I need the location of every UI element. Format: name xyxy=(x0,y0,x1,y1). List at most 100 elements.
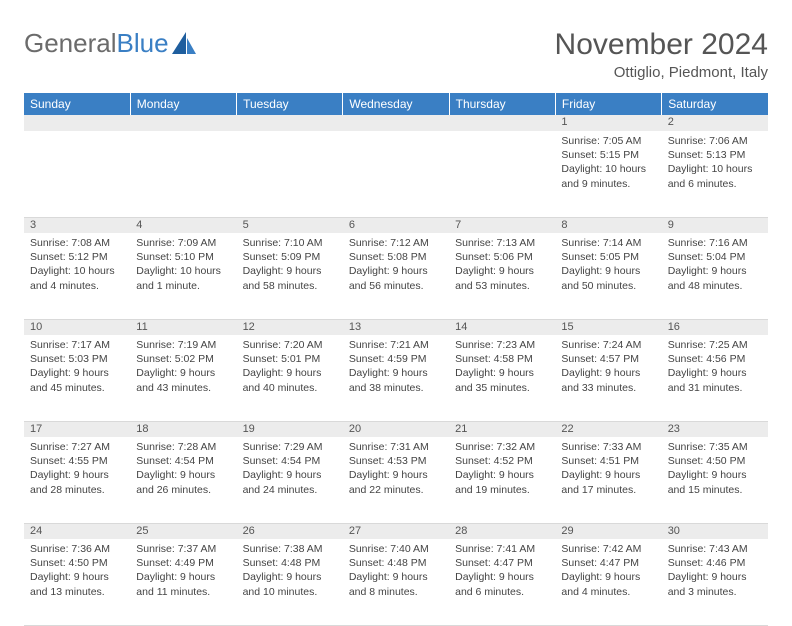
day-cell: Sunrise: 7:09 AMSunset: 5:10 PMDaylight:… xyxy=(130,233,236,319)
sunset-text: Sunset: 5:12 PM xyxy=(30,250,124,264)
day-cell: Sunrise: 7:20 AMSunset: 5:01 PMDaylight:… xyxy=(237,335,343,421)
daylight-text: Daylight: 9 hours xyxy=(668,264,762,278)
day-cell: Sunrise: 7:21 AMSunset: 4:59 PMDaylight:… xyxy=(343,335,449,421)
day-number: 30 xyxy=(662,523,768,539)
logo-sail-icon xyxy=(172,32,198,54)
day-cell-content: Sunrise: 7:37 AMSunset: 4:49 PMDaylight:… xyxy=(130,539,236,603)
day-cell: Sunrise: 7:42 AMSunset: 4:47 PMDaylight:… xyxy=(555,539,661,625)
sunrise-text: Sunrise: 7:40 AM xyxy=(349,542,443,556)
day-cell xyxy=(237,131,343,217)
daylight-text: Daylight: 9 hours xyxy=(136,468,230,482)
sunrise-text: Sunrise: 7:23 AM xyxy=(455,338,549,352)
sunrise-text: Sunrise: 7:13 AM xyxy=(455,236,549,250)
day-number: 3 xyxy=(24,217,130,233)
day-cell-content: Sunrise: 7:14 AMSunset: 5:05 PMDaylight:… xyxy=(555,233,661,297)
daylight-text: Daylight: 9 hours xyxy=(561,366,655,380)
day-cell: Sunrise: 7:43 AMSunset: 4:46 PMDaylight:… xyxy=(662,539,768,625)
day-number: 5 xyxy=(237,217,343,233)
day-number: 19 xyxy=(237,421,343,437)
daylight-text: Daylight: 9 hours xyxy=(455,366,549,380)
sunset-text: Sunset: 4:50 PM xyxy=(30,556,124,570)
day-number: 27 xyxy=(343,523,449,539)
sunset-text: Sunset: 4:47 PM xyxy=(455,556,549,570)
daylight-text: and 33 minutes. xyxy=(561,381,655,395)
sunset-text: Sunset: 4:53 PM xyxy=(349,454,443,468)
sunrise-text: Sunrise: 7:14 AM xyxy=(561,236,655,250)
day-number-row: 24252627282930 xyxy=(24,523,768,539)
sunset-text: Sunset: 4:56 PM xyxy=(668,352,762,366)
day-cell: Sunrise: 7:12 AMSunset: 5:08 PMDaylight:… xyxy=(343,233,449,319)
day-number: 2 xyxy=(662,115,768,131)
day-cell-content: Sunrise: 7:25 AMSunset: 4:56 PMDaylight:… xyxy=(662,335,768,399)
weekday-header: Sunday xyxy=(24,93,130,115)
day-cell xyxy=(449,131,555,217)
day-number: 20 xyxy=(343,421,449,437)
sunrise-text: Sunrise: 7:24 AM xyxy=(561,338,655,352)
day-number: 17 xyxy=(24,421,130,437)
day-cell-content: Sunrise: 7:42 AMSunset: 4:47 PMDaylight:… xyxy=(555,539,661,603)
day-cell: Sunrise: 7:23 AMSunset: 4:58 PMDaylight:… xyxy=(449,335,555,421)
calendar-body: 12Sunrise: 7:05 AMSunset: 5:15 PMDayligh… xyxy=(24,115,768,625)
daylight-text: and 4 minutes. xyxy=(30,279,124,293)
sunset-text: Sunset: 4:49 PM xyxy=(136,556,230,570)
day-cell-content: Sunrise: 7:21 AMSunset: 4:59 PMDaylight:… xyxy=(343,335,449,399)
daylight-text: Daylight: 9 hours xyxy=(243,570,337,584)
daylight-text: and 26 minutes. xyxy=(136,483,230,497)
sunrise-text: Sunrise: 7:43 AM xyxy=(668,542,762,556)
day-number: 9 xyxy=(662,217,768,233)
daylight-text: Daylight: 9 hours xyxy=(243,264,337,278)
daylight-text: and 53 minutes. xyxy=(455,279,549,293)
daylight-text: Daylight: 9 hours xyxy=(668,570,762,584)
sunrise-text: Sunrise: 7:32 AM xyxy=(455,440,549,454)
daylight-text: and 31 minutes. xyxy=(668,381,762,395)
weekday-header: Wednesday xyxy=(343,93,449,115)
daylight-text: and 1 minute. xyxy=(136,279,230,293)
daylight-text: Daylight: 9 hours xyxy=(349,264,443,278)
day-cell-content: Sunrise: 7:06 AMSunset: 5:13 PMDaylight:… xyxy=(662,131,768,195)
day-number: 11 xyxy=(130,319,236,335)
sunset-text: Sunset: 5:10 PM xyxy=(136,250,230,264)
day-cell-content: Sunrise: 7:28 AMSunset: 4:54 PMDaylight:… xyxy=(130,437,236,501)
day-cell-content: Sunrise: 7:17 AMSunset: 5:03 PMDaylight:… xyxy=(24,335,130,399)
day-cell xyxy=(24,131,130,217)
daylight-text: and 28 minutes. xyxy=(30,483,124,497)
sunrise-text: Sunrise: 7:16 AM xyxy=(668,236,762,250)
day-cell: Sunrise: 7:33 AMSunset: 4:51 PMDaylight:… xyxy=(555,437,661,523)
day-cell: Sunrise: 7:28 AMSunset: 4:54 PMDaylight:… xyxy=(130,437,236,523)
daylight-text: Daylight: 9 hours xyxy=(561,264,655,278)
day-cell: Sunrise: 7:27 AMSunset: 4:55 PMDaylight:… xyxy=(24,437,130,523)
sunset-text: Sunset: 5:03 PM xyxy=(30,352,124,366)
week-row: Sunrise: 7:08 AMSunset: 5:12 PMDaylight:… xyxy=(24,233,768,319)
day-cell: Sunrise: 7:17 AMSunset: 5:03 PMDaylight:… xyxy=(24,335,130,421)
sunrise-text: Sunrise: 7:19 AM xyxy=(136,338,230,352)
day-cell: Sunrise: 7:24 AMSunset: 4:57 PMDaylight:… xyxy=(555,335,661,421)
daylight-text: and 43 minutes. xyxy=(136,381,230,395)
sunrise-text: Sunrise: 7:06 AM xyxy=(668,134,762,148)
day-number xyxy=(449,115,555,131)
week-row: Sunrise: 7:17 AMSunset: 5:03 PMDaylight:… xyxy=(24,335,768,421)
sunrise-text: Sunrise: 7:27 AM xyxy=(30,440,124,454)
day-cell-content: Sunrise: 7:20 AMSunset: 5:01 PMDaylight:… xyxy=(237,335,343,399)
daylight-text: and 8 minutes. xyxy=(349,585,443,599)
daylight-text: Daylight: 9 hours xyxy=(561,570,655,584)
daylight-text: and 17 minutes. xyxy=(561,483,655,497)
day-cell-content: Sunrise: 7:10 AMSunset: 5:09 PMDaylight:… xyxy=(237,233,343,297)
daylight-text: and 11 minutes. xyxy=(136,585,230,599)
day-number: 22 xyxy=(555,421,661,437)
logo: GeneralBlue xyxy=(24,28,198,59)
day-cell-content: Sunrise: 7:16 AMSunset: 5:04 PMDaylight:… xyxy=(662,233,768,297)
day-number xyxy=(24,115,130,131)
day-cell-content: Sunrise: 7:31 AMSunset: 4:53 PMDaylight:… xyxy=(343,437,449,501)
sunset-text: Sunset: 4:54 PM xyxy=(136,454,230,468)
daylight-text: and 50 minutes. xyxy=(561,279,655,293)
day-cell: Sunrise: 7:14 AMSunset: 5:05 PMDaylight:… xyxy=(555,233,661,319)
day-cell: Sunrise: 7:16 AMSunset: 5:04 PMDaylight:… xyxy=(662,233,768,319)
daylight-text: Daylight: 9 hours xyxy=(668,366,762,380)
daylight-text: Daylight: 9 hours xyxy=(243,366,337,380)
day-number-row: 10111213141516 xyxy=(24,319,768,335)
logo-text-1: General xyxy=(24,28,117,59)
daylight-text: Daylight: 9 hours xyxy=(136,570,230,584)
day-number: 16 xyxy=(662,319,768,335)
daylight-text: Daylight: 9 hours xyxy=(561,468,655,482)
daylight-text: Daylight: 9 hours xyxy=(455,264,549,278)
